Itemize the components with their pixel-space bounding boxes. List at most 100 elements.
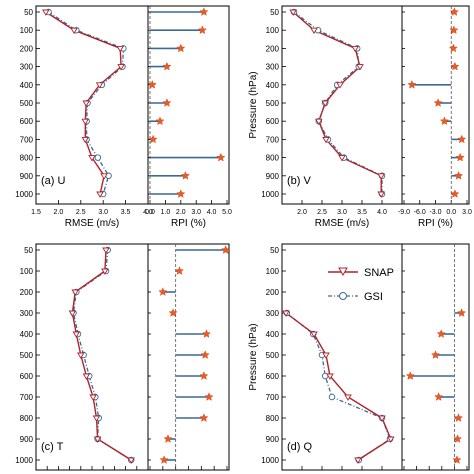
p3-frame [35, 243, 230, 471]
p3-y-tick-label: 100 [20, 267, 34, 276]
p4-rpi-star [434, 392, 444, 401]
p3-rpi-star [163, 434, 173, 443]
p1-rpi-x-tick-label: 3.0 [191, 209, 201, 216]
p2-rpi-x-tick-label: 0.0 [446, 209, 456, 216]
p4-y-tick-label: 700 [266, 393, 280, 402]
p1-snap-point [116, 45, 125, 53]
p2-rpi-x-tick-label: -6.0 [414, 209, 426, 216]
p1-y-tick-label: 300 [20, 63, 34, 72]
p1-rpi-x-tick-label: 1.0 [161, 209, 171, 216]
p1-rpi-star [176, 43, 186, 53]
p4-snap-point [282, 310, 290, 317]
p4-y-tick-label: 500 [266, 351, 280, 360]
p4-y-tick-label: 100 [266, 267, 280, 276]
p2-y-tick-label: 800 [266, 154, 280, 163]
p1-rpi-star [197, 25, 207, 35]
p3-y-tick-label: 50 [24, 246, 33, 255]
p2-y-tick-label: 200 [266, 44, 280, 53]
p1-y-tick-label: 400 [20, 81, 34, 90]
p1-snap-point [81, 118, 90, 126]
p4-panel-label: (d) Q [287, 441, 313, 453]
p2-rpi-x-tick-label: -9.0 [398, 209, 410, 216]
p3-y-tick-label: 600 [20, 372, 34, 381]
panels: 50 100 200 300 400 500 600 700 800 900 1000 1.5 2.0 2… [15, 5, 472, 471]
p3-y-tick-label: 500 [20, 351, 34, 360]
p4-rpi-star [436, 329, 446, 338]
p3-rpi-star [158, 287, 168, 296]
p4-rpi-star [405, 371, 415, 380]
p3-rpi-star [168, 308, 178, 317]
p2-frame [281, 5, 470, 205]
p3-y-tick-label: 200 [20, 288, 34, 297]
p4-snap-point [387, 436, 395, 443]
p4-snap-point [322, 352, 330, 359]
p1-y-tick-label: 600 [20, 117, 34, 126]
p1-gsi-point [94, 154, 102, 161]
p2-y-tick-label: 1000 [261, 190, 279, 199]
p2-gsi-line [293, 11, 383, 194]
p2-rpi-star [407, 80, 417, 89]
p4-snap-point [326, 373, 334, 380]
p4-y-tick-label: 600 [266, 372, 280, 381]
p4-rpi-star [457, 308, 467, 317]
p2-snap-point [315, 118, 323, 126]
p1-rpi-star [162, 61, 172, 71]
p1-y-tick-label: 800 [20, 154, 34, 163]
legend-gsi-label: GSI [364, 291, 383, 303]
p3-rpi-star [199, 371, 209, 380]
p4-y-tick-label: 800 [266, 414, 280, 423]
p4-snap-point [354, 457, 362, 464]
p1-snap-point [81, 136, 90, 144]
p2-snap-point [310, 27, 318, 35]
p4-rpi-star [453, 434, 462, 443]
p3-snap-point [92, 415, 101, 422]
p4-gsi-point [328, 393, 336, 401]
p2-rpi-star [449, 7, 459, 16]
p1-snap-point [42, 9, 50, 16]
p2-snap-point [338, 155, 346, 162]
p2-y-tick-label: 700 [266, 135, 280, 144]
legend-snap-label: SNAP [364, 267, 394, 279]
p1-y-tick-label: 700 [20, 135, 34, 144]
p4-rpi-star [454, 413, 463, 422]
p1-rpi-x-tick-label: 4.0 [207, 209, 217, 216]
p1-x-tick-label: 4.0 [143, 209, 153, 216]
p1-rpi-star [180, 171, 190, 180]
p1-x-tick-label: 3.5 [121, 209, 131, 216]
p2-rpi-star [454, 171, 464, 180]
p1-snap-point [88, 155, 96, 162]
p1-y-tick-label: 500 [20, 99, 34, 108]
p2-rpi-star [448, 43, 458, 53]
p4-snap-line [285, 312, 392, 461]
p3-y-tick-label: 700 [20, 393, 34, 402]
p1-gsi-line [48, 11, 125, 195]
p4-y-tick-label: 200 [266, 288, 280, 297]
p3-rpi-star [200, 350, 210, 359]
p2-panel-label: (b) V [287, 175, 312, 187]
p2-rpi-xlabel: RPI (%) [418, 218, 453, 229]
p1-x-tick-label: 2.0 [54, 209, 64, 216]
legend-gsi-marker [339, 292, 347, 300]
p2-snap-point [289, 9, 297, 16]
p3-rpi-star [204, 392, 214, 401]
p2-xlabel: RMSE (m/s) [315, 218, 369, 229]
p3-panel-label: (c) T [41, 441, 64, 453]
p2-rpi-star [450, 189, 460, 198]
p2-rpi-star [439, 116, 449, 126]
p1-rpi-x-tick-label: 0.0 [145, 209, 155, 216]
p4-snap-point [378, 415, 386, 422]
p2-snap-point [322, 136, 330, 144]
p1-y-tick-label: 50 [24, 8, 33, 17]
legend: SNAP GSI [328, 267, 394, 303]
p2-rpi-star [449, 25, 459, 35]
p4-snap-point [344, 394, 352, 401]
p3-rpi-star [159, 455, 169, 464]
p3-y-tick-label: 1000 [15, 456, 33, 465]
p3-snap-point [89, 394, 97, 401]
p1-snap-point [82, 100, 90, 107]
p3-snap-point [82, 373, 91, 380]
p2-snap-point [351, 45, 359, 53]
p2-y-tick-label: 500 [266, 99, 280, 108]
p4-pressure-label: Pressure (hPa) [248, 323, 259, 390]
